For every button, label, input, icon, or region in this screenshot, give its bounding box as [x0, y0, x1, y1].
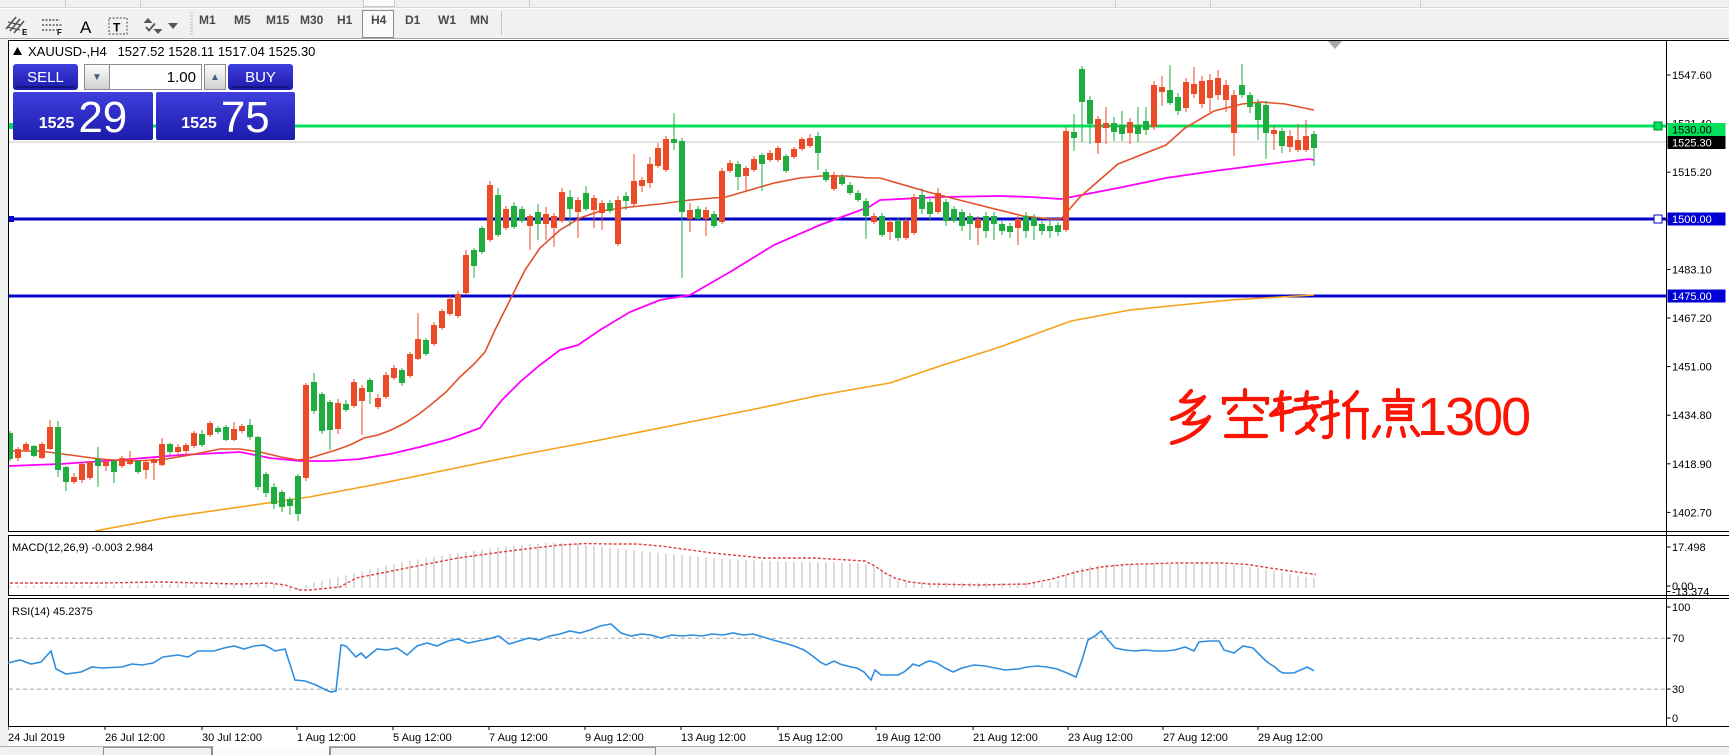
svg-text:27 Aug 12:00: 27 Aug 12:00	[1163, 732, 1228, 744]
svg-text:1467.20: 1467.20	[1672, 313, 1712, 325]
svg-text:XAUUSD-,H4 1527.52 1528.11 1: XAUUSD-,H4 1527.52 1528.11 1517.04 1525.…	[28, 44, 315, 59]
svg-text:E: E	[22, 28, 28, 37]
svg-text:1475.00: 1475.00	[1672, 291, 1712, 303]
svg-text:19 Aug 12:00: 19 Aug 12:00	[876, 732, 941, 744]
svg-text:1434.80: 1434.80	[1672, 410, 1712, 422]
svg-text:RSI(14) 45.2375: RSI(14) 45.2375	[12, 606, 93, 618]
svg-text:1515.20: 1515.20	[1672, 167, 1712, 179]
svg-text:A: A	[80, 18, 92, 37]
svg-text:70: 70	[1672, 633, 1684, 645]
svg-text:100: 100	[1672, 602, 1690, 614]
svg-text:1418.90: 1418.90	[1672, 459, 1712, 471]
svg-text:9 Aug 12:00: 9 Aug 12:00	[585, 732, 644, 744]
svg-text:21 Aug 12:00: 21 Aug 12:00	[973, 732, 1038, 744]
svg-text:13 Aug 12:00: 13 Aug 12:00	[681, 732, 746, 744]
svg-text:1500.00: 1500.00	[1672, 214, 1712, 226]
svg-text:1451.00: 1451.00	[1672, 362, 1712, 374]
svg-text:0.00: 0.00	[1672, 581, 1693, 593]
svg-text:1525.30: 1525.30	[1672, 138, 1712, 150]
svg-text:F: F	[57, 28, 62, 37]
svg-text:30: 30	[1672, 684, 1684, 696]
svg-text:1547.60: 1547.60	[1672, 70, 1712, 82]
svg-text:26 Jul 12:00: 26 Jul 12:00	[105, 732, 165, 744]
svg-text:30 Jul 12:00: 30 Jul 12:00	[202, 732, 262, 744]
svg-text:1300: 1300	[1417, 387, 1529, 447]
svg-text:T: T	[113, 21, 121, 35]
svg-text:7 Aug 12:00: 7 Aug 12:00	[489, 732, 548, 744]
svg-text:1 Aug 12:00: 1 Aug 12:00	[297, 732, 356, 744]
svg-text:29 Aug 12:00: 29 Aug 12:00	[1258, 732, 1323, 744]
svg-text:15 Aug 12:00: 15 Aug 12:00	[778, 732, 843, 744]
svg-text:-13.374: -13.374	[1672, 587, 1709, 599]
svg-text:1402.70: 1402.70	[1672, 507, 1712, 519]
svg-text:MACD(12,26,9) -0.003 2.984: MACD(12,26,9) -0.003 2.984	[12, 542, 153, 554]
svg-text:24 Jul 2019: 24 Jul 2019	[8, 732, 65, 744]
svg-text:0: 0	[1672, 713, 1678, 725]
svg-text:17.498: 17.498	[1672, 542, 1706, 554]
svg-text:23 Aug 12:00: 23 Aug 12:00	[1068, 732, 1133, 744]
svg-text:1530.00: 1530.00	[1672, 125, 1712, 137]
svg-text:5 Aug 12:00: 5 Aug 12:00	[393, 732, 452, 744]
svg-text:1483.10: 1483.10	[1672, 264, 1712, 276]
